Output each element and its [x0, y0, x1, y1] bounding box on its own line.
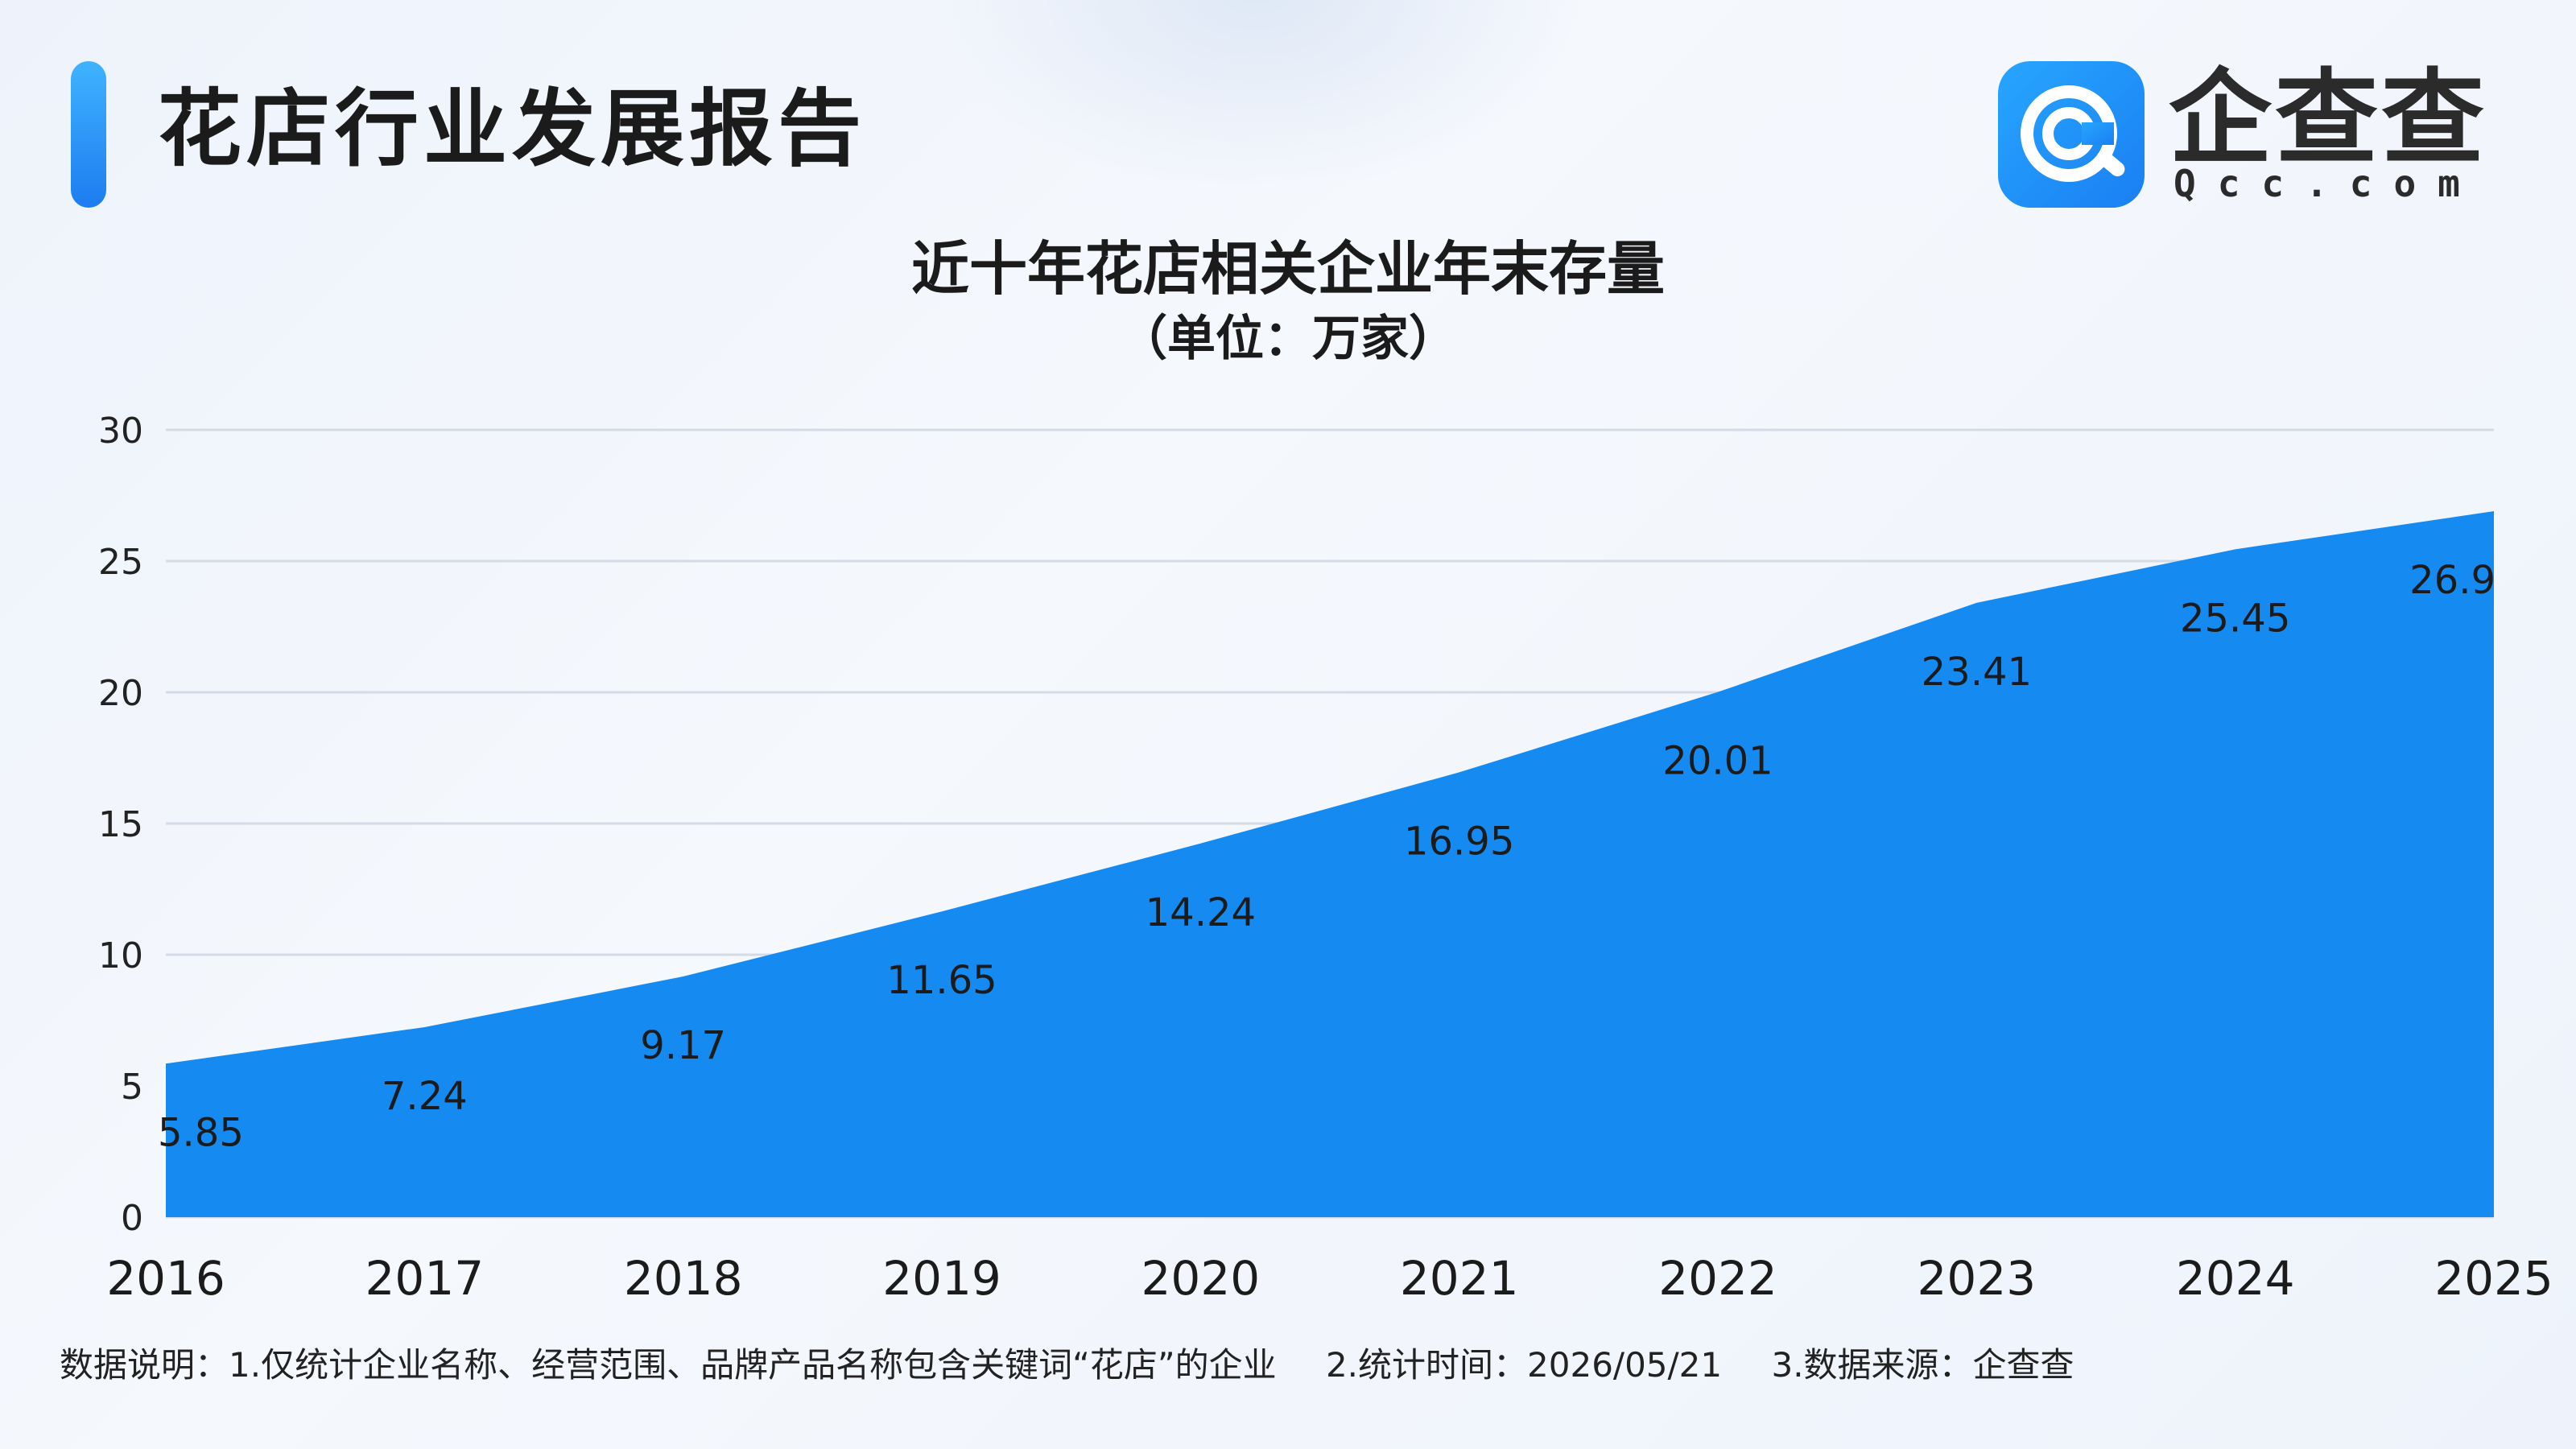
- logo-domain: Qcc.com: [2174, 162, 2482, 205]
- qcc-logo-icon: [1998, 61, 2145, 208]
- chart-title: 近十年花店相关企业年末存量: [910, 235, 1665, 303]
- data-label: 25.45: [2180, 596, 2290, 641]
- x-tick-label: 2025: [2434, 1251, 2553, 1306]
- y-tick-label: 20: [98, 673, 143, 714]
- footnote: 数据说明：1.仅统计企业名称、经营范围、品牌产品名称包含关键词“花店”的企业 2…: [60, 1340, 2113, 1391]
- x-tick-label: 2022: [1658, 1251, 1777, 1306]
- y-tick-label: 15: [98, 804, 143, 845]
- area-series: [166, 511, 2494, 1217]
- data-label: 16.95: [1404, 819, 1514, 864]
- logo-wordmark: 企查查: [2169, 59, 2488, 179]
- y-tick-label: 5: [121, 1067, 143, 1108]
- y-tick-label: 25: [98, 542, 143, 583]
- data-label: 7.24: [382, 1074, 468, 1119]
- title-accent-bar: [71, 61, 106, 208]
- x-tick-label: 2016: [106, 1251, 225, 1306]
- footnote-description: 数据说明：1.仅统计企业名称、经营范围、品牌产品名称包含关键词“花店”的企业: [60, 1345, 1277, 1385]
- x-tick-label: 2019: [882, 1251, 1001, 1306]
- chart-unit: （单位：万家）: [1119, 311, 1457, 367]
- y-tick-label: 0: [121, 1198, 143, 1239]
- y-tick-label: 10: [98, 935, 143, 976]
- x-tick-label: 2020: [1141, 1251, 1261, 1306]
- x-tick-label: 2021: [1400, 1251, 1519, 1306]
- data-label: 9.17: [640, 1023, 726, 1068]
- report-title: 花店行业发展报告: [158, 80, 867, 178]
- footnote-stat-time: 2.统计时间：2026/05/21: [1325, 1345, 1723, 1385]
- data-label: 5.85: [158, 1110, 244, 1155]
- x-tick-label: 2018: [624, 1251, 743, 1306]
- footnote-source: 3.数据来源：企查查: [1771, 1345, 2074, 1385]
- x-tick-label: 2024: [2176, 1251, 2295, 1306]
- data-label: 23.41: [1922, 650, 2032, 695]
- x-tick-label: 2023: [1918, 1251, 2037, 1306]
- x-tick-label: 2017: [365, 1251, 485, 1306]
- data-label: 20.01: [1662, 739, 1773, 784]
- data-label: 26.9: [2409, 558, 2496, 603]
- data-label: 11.65: [886, 958, 997, 1003]
- data-label: 14.24: [1146, 890, 1256, 935]
- y-tick-label: 30: [98, 411, 143, 452]
